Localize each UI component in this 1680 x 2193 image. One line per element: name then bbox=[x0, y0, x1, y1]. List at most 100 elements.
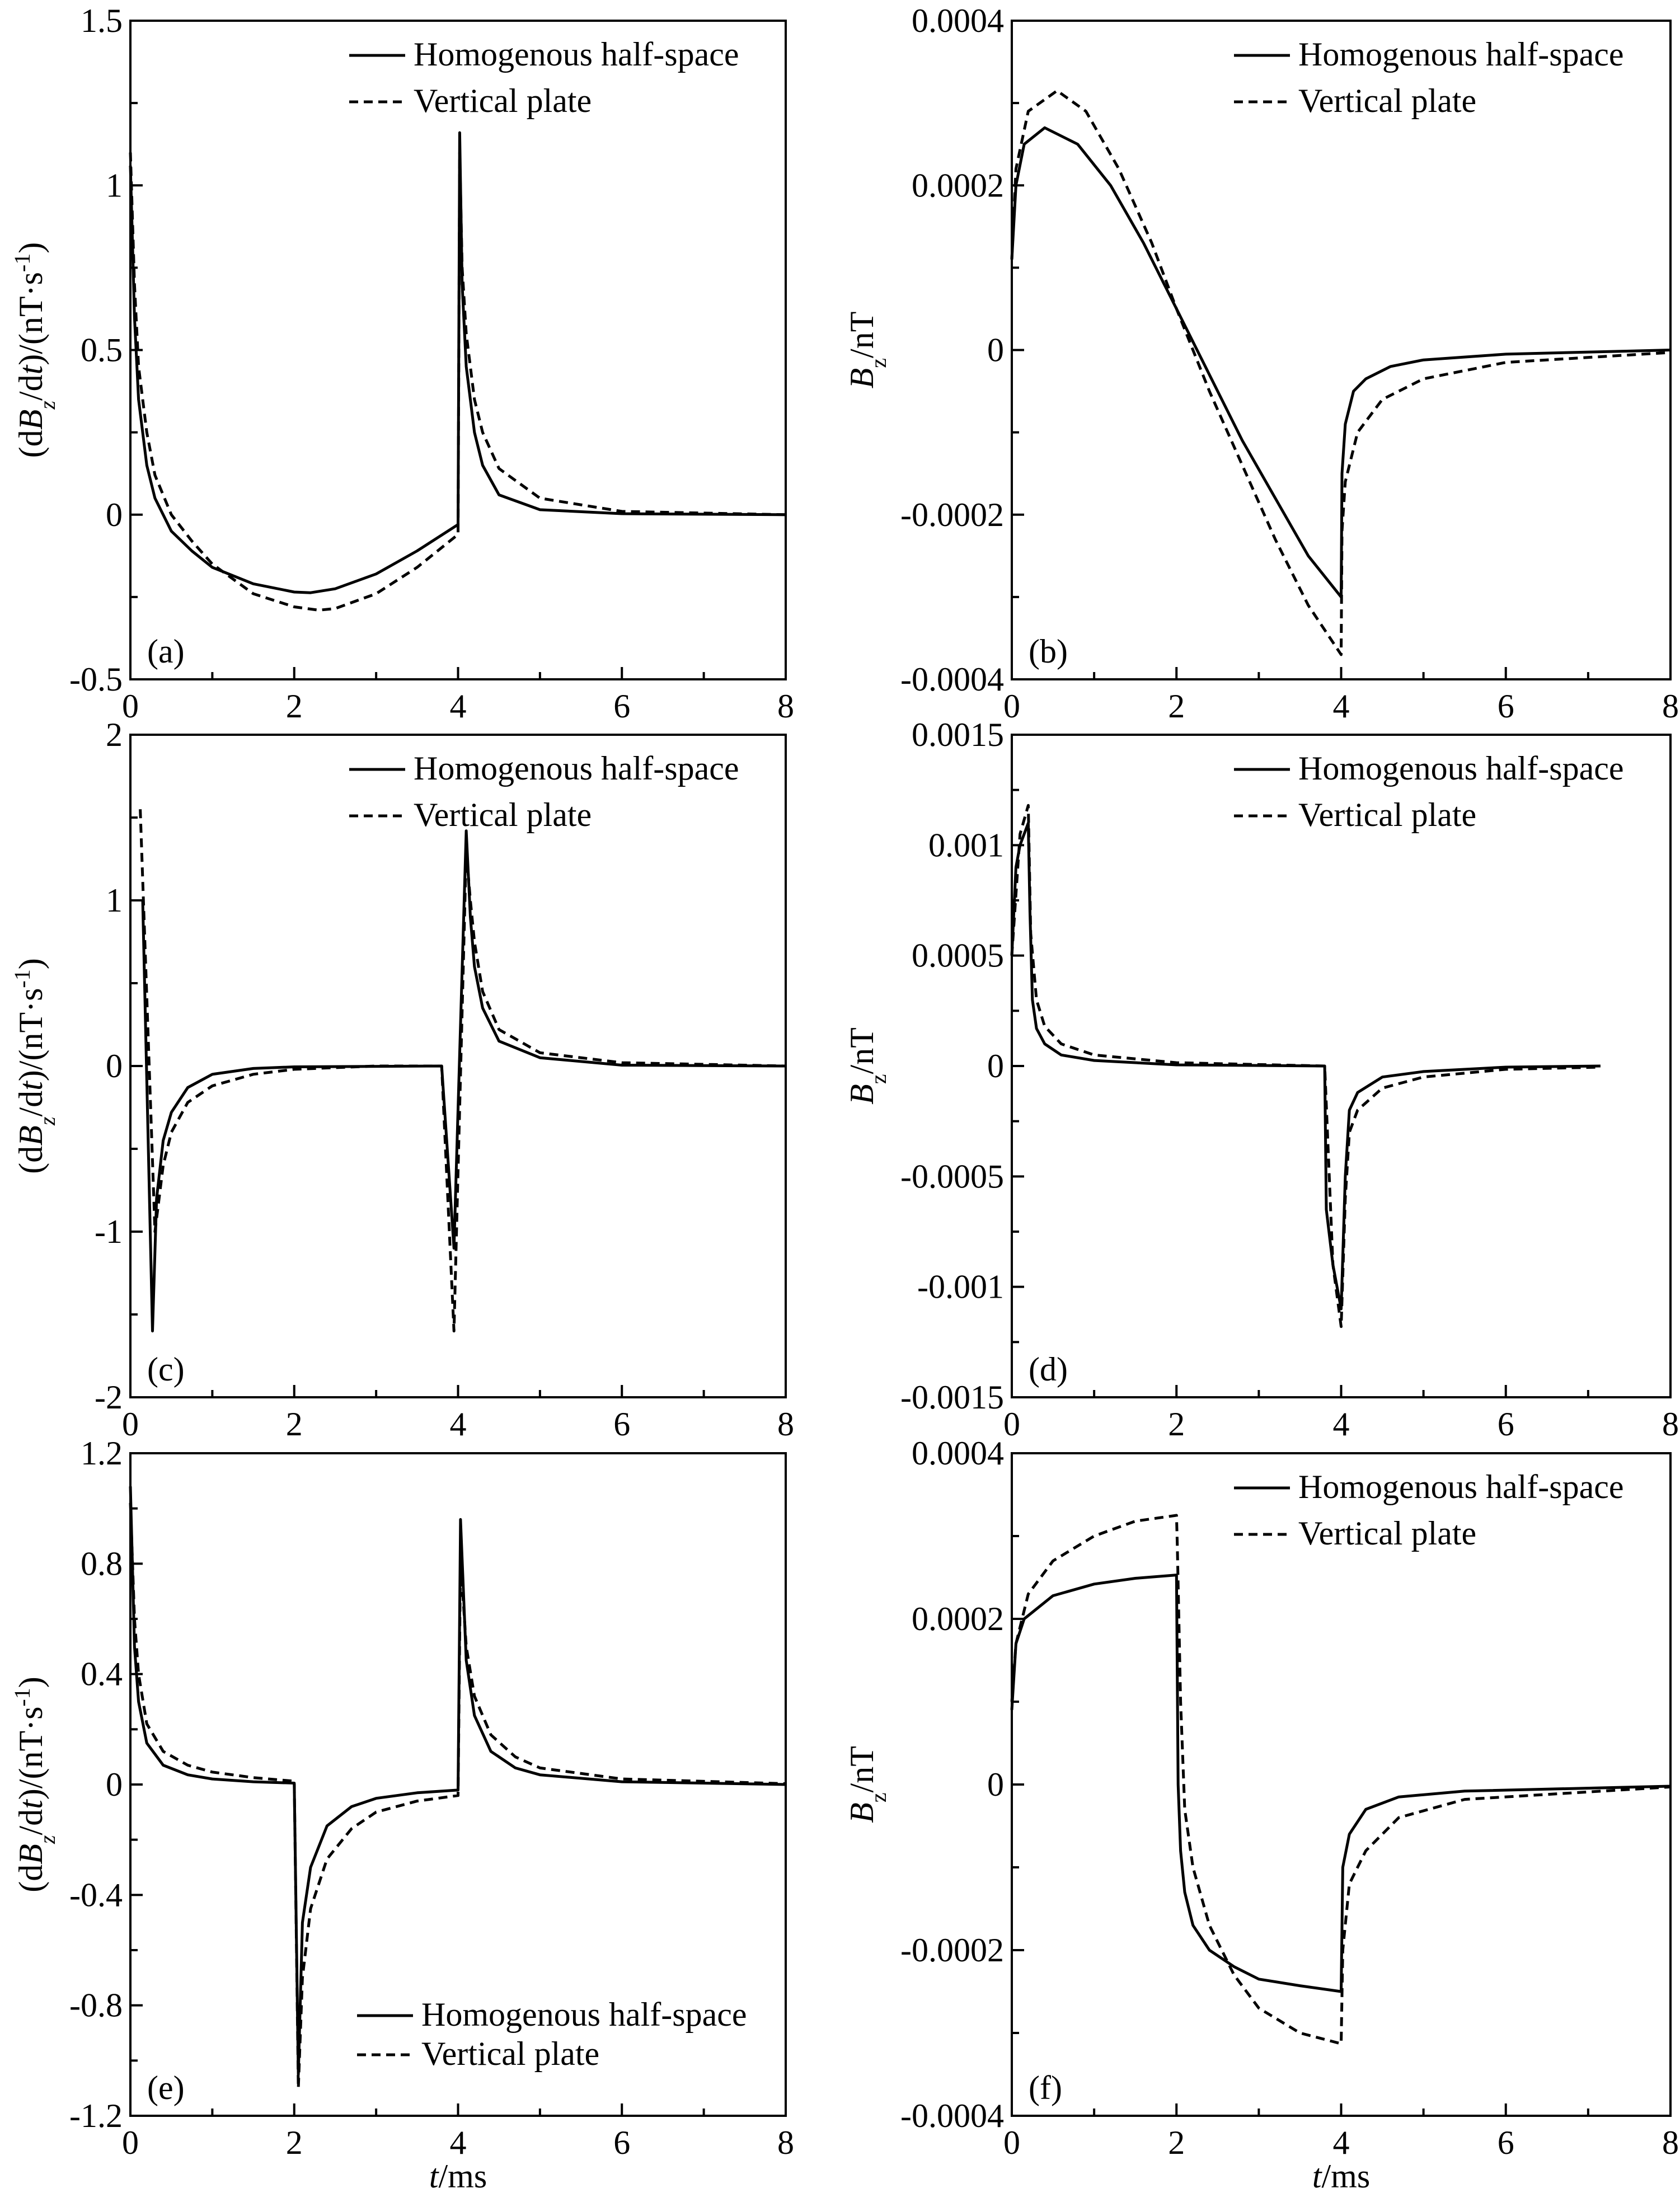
y-tick-label: -2 bbox=[95, 1379, 123, 1416]
label-part: B bbox=[12, 410, 49, 430]
label-part: )/(nT·s bbox=[12, 1707, 49, 1800]
y-axis-label: Bz/nT bbox=[843, 1746, 891, 1823]
label-part: )/(nT·s bbox=[12, 272, 49, 365]
x-tick-label: 8 bbox=[1662, 688, 1679, 725]
y-tick-label: 0.4 bbox=[81, 1656, 123, 1693]
y-tick-label: -0.8 bbox=[69, 1987, 123, 2024]
x-tick-label: 2 bbox=[286, 688, 303, 725]
label-part: z bbox=[866, 358, 891, 368]
x-tick-label: 2 bbox=[286, 2124, 303, 2161]
y-axis-label: (dBz/dt)/(nT·s-1) bbox=[10, 958, 60, 1174]
legend-label-solid: Homogenous half-space bbox=[414, 36, 739, 73]
label-part: ) bbox=[12, 1677, 49, 1688]
panel-tag: (a) bbox=[147, 633, 185, 670]
legend-label-dashed: Vertical plate bbox=[414, 82, 592, 119]
label-part: -1 bbox=[10, 969, 35, 988]
y-tick-label: 1 bbox=[106, 882, 123, 919]
label-part: t bbox=[429, 2158, 439, 2193]
series-line-dashed bbox=[129, 1502, 786, 2090]
y-tick-label: -0.0004 bbox=[900, 661, 1004, 698]
x-tick-label: 0 bbox=[122, 1406, 139, 1443]
y-tick-label: 1 bbox=[106, 167, 123, 204]
panel-d: 0 2 4 6 8 -0.0015 -0.001 -0.0005 0 0.0005 0.001 0.0… bbox=[843, 716, 1679, 1443]
label-part: -1 bbox=[10, 1688, 35, 1706]
series-line-solid bbox=[129, 1486, 786, 2076]
label-part: B bbox=[843, 368, 880, 389]
y-tick-label: -1.2 bbox=[69, 2097, 123, 2134]
y-tick-label: 0.001 bbox=[928, 827, 1004, 863]
x-tick-label: 0 bbox=[1003, 1406, 1020, 1443]
x-tick-label: 4 bbox=[450, 1406, 467, 1443]
x-tick-label: 2 bbox=[286, 1406, 303, 1443]
legend-label-dashed: Vertical plate bbox=[414, 796, 592, 833]
legend: Homogenous half-space Vertical plate bbox=[1234, 36, 1623, 119]
y-tick-label: 0 bbox=[106, 1048, 123, 1084]
label-part: t bbox=[1312, 2158, 1322, 2193]
label-part: -1 bbox=[10, 253, 35, 272]
panel-tag: (c) bbox=[147, 1351, 185, 1388]
label-part: z bbox=[35, 1835, 60, 1844]
y-axis-label: Bz/nT bbox=[843, 312, 891, 389]
x-tick-label: 8 bbox=[1662, 2124, 1679, 2161]
legend-label-solid: Homogenous half-space bbox=[1298, 36, 1623, 73]
y-tick-label: -0.0004 bbox=[900, 2097, 1004, 2134]
series-line-dashed bbox=[139, 809, 786, 1333]
label-part: /ms bbox=[438, 2158, 487, 2193]
y-tick-label: 0.0004 bbox=[912, 2, 1004, 39]
y-tick-label: 0 bbox=[987, 1766, 1004, 1803]
y-tick-label: 2 bbox=[106, 716, 123, 753]
y-tick-label: 0.0002 bbox=[912, 1600, 1004, 1637]
series-line-solid bbox=[1010, 1574, 1671, 1993]
y-tick-label: 0.0015 bbox=[912, 716, 1004, 753]
panel-b: 0 2 4 6 8 -0.0004 -0.0002 0 0.0002 0.0004 Bz/nT (b)… bbox=[843, 2, 1679, 725]
y-tick-label: 0.8 bbox=[81, 1545, 123, 1582]
legend-label-dashed: Vertical plate bbox=[1298, 1515, 1476, 1552]
series-line-dashed bbox=[1010, 1514, 1671, 2045]
x-axis-label: t/ms bbox=[1312, 2158, 1370, 2193]
y-tick-label: -0.0002 bbox=[900, 1932, 1004, 1969]
x-tick-label: 2 bbox=[1168, 2124, 1185, 2161]
series-line-dashed bbox=[1010, 804, 1601, 1328]
plot-frame bbox=[1011, 1452, 1672, 2117]
x-tick-label: 4 bbox=[450, 688, 467, 725]
label-part: /nT bbox=[843, 312, 880, 358]
x-tick-label: 2 bbox=[1168, 1406, 1185, 1443]
y-tick-label: -0.4 bbox=[69, 1876, 123, 1913]
label-part: B bbox=[12, 1125, 49, 1146]
x-tick-label: 4 bbox=[1333, 688, 1350, 725]
panel-tag: (f) bbox=[1029, 2069, 1062, 2106]
y-tick-label: 0 bbox=[987, 332, 1004, 369]
label-part: z bbox=[866, 1074, 891, 1084]
panel-e: 0 2 4 6 8-1.2-0.8-0.400.40.81.2(dBz/dt)/(nT·… bbox=[10, 1435, 795, 2193]
y-tick-label: -0.0002 bbox=[900, 496, 1004, 533]
label-part: z bbox=[866, 1792, 891, 1802]
y-tick-label: 0.0005 bbox=[912, 937, 1004, 974]
x-tick-label: 4 bbox=[1333, 2124, 1350, 2161]
y-tick-label: 0 bbox=[106, 1766, 123, 1803]
y-tick-label: 0 bbox=[987, 1048, 1004, 1084]
label-part: /ms bbox=[1321, 2158, 1370, 2193]
y-axis-label: Bz/nT bbox=[843, 1027, 891, 1105]
legend: Homogenous half-space Vertical plate bbox=[1234, 1468, 1623, 1552]
x-tick-label: 8 bbox=[777, 2124, 794, 2161]
x-tick-label: 0 bbox=[1003, 688, 1020, 725]
x-tick-label: 6 bbox=[613, 2124, 630, 2161]
label-part: /d bbox=[12, 374, 49, 401]
label-part: /nT bbox=[843, 1746, 880, 1792]
y-tick-label: -0.001 bbox=[917, 1269, 1004, 1306]
x-tick-label: 6 bbox=[1498, 2124, 1514, 2161]
label-part: (d bbox=[12, 430, 49, 458]
y-tick-label: 0.0002 bbox=[912, 167, 1004, 204]
legend-label-solid: Homogenous half-space bbox=[1298, 1468, 1623, 1505]
legend-label-solid: Homogenous half-space bbox=[421, 1996, 747, 2033]
label-part: B bbox=[843, 1084, 880, 1105]
panel-a: 0 2 4 6 8-0.500.511.5(dBz/dt)/(nT·s-1)(a)Hom… bbox=[10, 2, 795, 725]
x-tick-label: 4 bbox=[1333, 1406, 1350, 1443]
label-part: /nT bbox=[843, 1027, 880, 1074]
y-tick-label: -0.5 bbox=[69, 661, 123, 698]
series-line-solid bbox=[1010, 126, 1671, 599]
label-part: t bbox=[12, 364, 49, 374]
y-tick-label: -0.0015 bbox=[900, 1379, 1004, 1416]
series-line-solid bbox=[141, 829, 786, 1333]
legend: Homogenous half-space Vertical plate bbox=[1234, 750, 1623, 833]
